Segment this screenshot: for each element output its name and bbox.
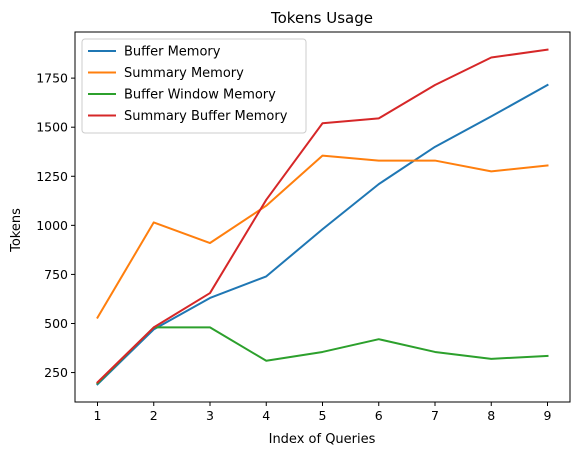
chart-title: Tokens Usage (270, 9, 373, 27)
y-tick-label: 250 (44, 365, 68, 380)
series-line-3 (96, 326, 549, 385)
legend-entry-label: Summary Memory (124, 66, 244, 81)
x-tick-label: 2 (150, 408, 158, 423)
legend-entry-label: Summary Buffer Memory (124, 109, 288, 124)
x-tick-label: 7 (431, 408, 439, 423)
legend: Buffer Memory Summary Memory Buffer Window… (81, 38, 307, 134)
x-tick-label: 1 (94, 408, 102, 423)
y-tick-label: 1000 (36, 218, 68, 233)
legend-entry-label: Buffer Window Memory (124, 88, 276, 103)
legend-entry-label: Buffer Memory (124, 45, 221, 60)
x-axis-label: Index of Queries (269, 432, 376, 447)
x-tick-label: 4 (262, 408, 270, 423)
y-tick-label: 500 (44, 316, 68, 331)
y-axis-label: Tokens (9, 208, 24, 253)
x-tick-label: 9 (544, 408, 552, 423)
x-tick-label: 5 (319, 408, 327, 423)
y-tick-label: 1750 (36, 71, 68, 86)
series-line-4 (96, 48, 549, 384)
y-tick-label: 750 (44, 267, 68, 282)
x-tick-label: 6 (375, 408, 383, 423)
y-tick-label: 1500 (36, 120, 68, 135)
legend-box (81, 38, 307, 134)
x-tick-label: 3 (206, 408, 214, 423)
y-tick-label: 1250 (36, 169, 68, 184)
x-tick-label: 8 (487, 408, 495, 423)
series-line-1 (96, 83, 549, 386)
series-line-2 (96, 154, 549, 319)
plot-area: 1 2 3 4 5 6 7 8 9 250 500 750 1000 1250 1500 1750 (36, 31, 571, 423)
